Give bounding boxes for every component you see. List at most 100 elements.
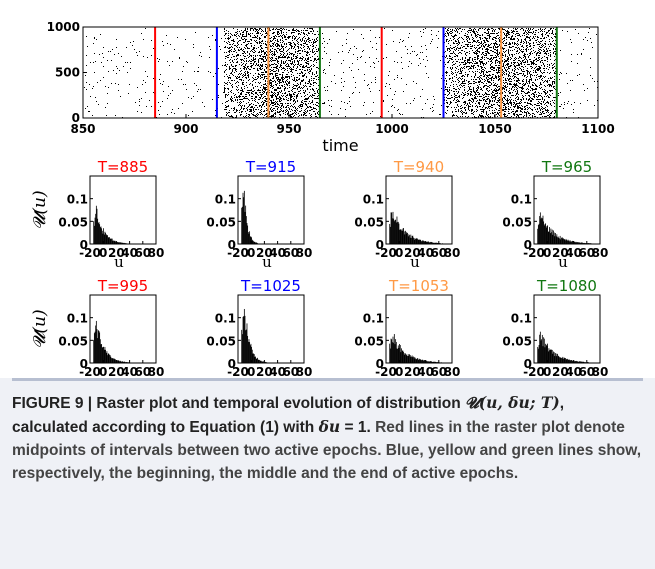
raster-spike	[295, 56, 296, 57]
raster-spike	[314, 95, 315, 96]
raster-spike	[254, 47, 255, 48]
raster-spike	[517, 105, 518, 106]
raster-spike	[433, 96, 434, 97]
raster-spike	[497, 46, 498, 47]
raster-spike	[280, 53, 281, 54]
raster-spike	[235, 45, 236, 46]
raster-spike	[245, 41, 246, 42]
raster-spike	[312, 101, 313, 102]
raster-spike	[488, 46, 489, 47]
raster-spike	[94, 72, 95, 73]
raster-spike	[269, 61, 270, 62]
raster-spike	[516, 101, 517, 102]
raster-spike	[509, 79, 510, 80]
raster-spike	[479, 114, 480, 115]
raster-spike	[507, 60, 508, 61]
raster-spike	[269, 90, 270, 91]
raster-spike	[305, 91, 306, 92]
raster-spike	[513, 84, 514, 85]
raster-spike	[300, 44, 301, 45]
raster-spike	[467, 60, 468, 61]
raster-spike	[272, 73, 273, 74]
raster-spike	[313, 104, 314, 105]
raster-spike	[493, 29, 494, 30]
raster-spike	[291, 63, 292, 64]
raster-spike	[245, 77, 246, 78]
raster-spike	[469, 53, 470, 54]
raster-spike	[454, 49, 455, 50]
raster-spike	[255, 61, 256, 62]
raster-spike	[494, 110, 495, 111]
raster-spike	[302, 38, 303, 39]
raster-spike	[493, 95, 494, 96]
raster-spike	[252, 107, 253, 108]
raster-spike	[257, 115, 258, 116]
raster-spike	[476, 111, 477, 112]
raster-spike	[229, 51, 230, 52]
raster-spike	[297, 53, 298, 54]
raster-spike	[448, 33, 449, 34]
raster-spike	[286, 99, 287, 100]
raster-spike	[496, 78, 497, 79]
raster-spike	[508, 31, 509, 32]
raster-spike	[457, 45, 458, 46]
raster-spike	[168, 86, 169, 87]
raster-spike	[245, 39, 246, 40]
raster-spike	[508, 71, 509, 72]
raster-spike	[455, 72, 456, 73]
raster-spike	[476, 79, 477, 80]
raster-spike	[230, 98, 231, 99]
raster-spike	[467, 52, 468, 53]
raster-spike	[291, 105, 292, 106]
raster-spike	[246, 34, 247, 35]
raster-spike	[447, 103, 448, 104]
raster-spike	[183, 66, 184, 67]
raster-spike	[495, 77, 496, 78]
raster-spike	[503, 105, 504, 106]
raster-spike	[479, 52, 480, 53]
raster-spike	[311, 42, 312, 43]
raster-spike	[277, 88, 278, 89]
raster-spike	[295, 52, 296, 53]
raster-spike	[497, 50, 498, 51]
raster-spike	[233, 108, 234, 109]
raster-spike	[236, 56, 237, 57]
raster-spike	[278, 41, 279, 42]
raster-spike	[291, 64, 292, 65]
raster-spike	[225, 64, 226, 65]
raster-spike	[512, 46, 513, 47]
raster-spike	[523, 88, 524, 89]
raster-spike	[484, 104, 485, 105]
raster-spike	[506, 67, 507, 68]
raster-spike	[306, 65, 307, 66]
raster-spike	[314, 78, 315, 79]
raster-spike	[274, 51, 275, 52]
raster-spike	[348, 52, 349, 53]
raster-spike	[270, 50, 271, 51]
raster-spike	[266, 105, 267, 106]
raster-spike	[313, 66, 314, 67]
raster-spike	[312, 28, 313, 29]
raster-spike	[258, 61, 259, 62]
raster-spike	[308, 67, 309, 68]
raster-spike	[160, 106, 161, 107]
raster-spike	[279, 81, 280, 82]
raster-spike	[469, 38, 470, 39]
raster-spike	[282, 105, 283, 106]
raster-spike	[504, 95, 505, 96]
raster-spike	[279, 100, 280, 101]
raster-spike	[228, 31, 229, 32]
raster-spike	[521, 70, 522, 71]
raster-spike	[252, 85, 253, 86]
raster-spike	[498, 69, 499, 70]
raster-spike	[492, 100, 493, 101]
raster-spike	[452, 67, 453, 68]
raster-spike	[480, 115, 481, 116]
raster-spike	[331, 114, 332, 115]
raster-spike	[243, 74, 244, 75]
raster-spike	[451, 40, 452, 41]
raster-spike	[253, 64, 254, 65]
raster-spike	[273, 110, 274, 111]
raster-spike	[483, 72, 484, 73]
raster-spike	[479, 84, 480, 85]
